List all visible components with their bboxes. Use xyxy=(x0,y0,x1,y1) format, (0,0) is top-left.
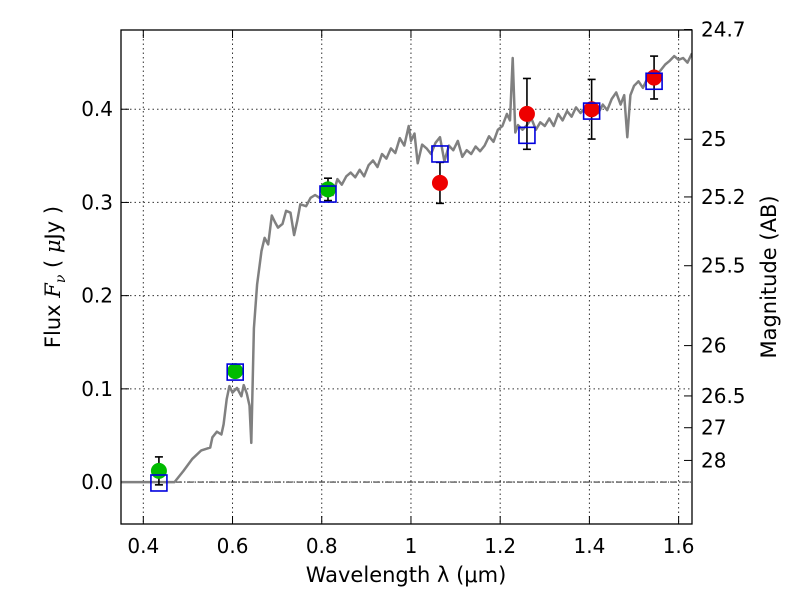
plot-area xyxy=(121,52,692,492)
model-flux-box xyxy=(582,102,601,120)
x-tick-label: 1.4 xyxy=(573,534,605,558)
nir-flux-point xyxy=(646,69,663,86)
model-flux-box xyxy=(645,72,663,91)
y-tick-label: 0.4 xyxy=(81,97,113,121)
optical-flux-point xyxy=(150,462,167,479)
nir-flux-point xyxy=(583,101,600,118)
y-tick-label: 0.2 xyxy=(81,284,113,308)
right-axis-label: Magnitude (AB) xyxy=(757,195,781,358)
x-tick-label: 0.6 xyxy=(217,534,249,558)
magnitude-tick-label: 26.5 xyxy=(701,384,746,408)
x-axis-label: Wavelength λ (μm) xyxy=(306,563,507,587)
x-tick-label: 0.4 xyxy=(127,534,159,558)
axis-ticks: 0.4 0.6 0.8 1 1.2 1.4 1.6 0.0 0.1 0.2 0.3 0.4 24.7 25… xyxy=(81,18,745,558)
y-tick-label: 0.1 xyxy=(81,377,113,401)
x-tick-label: 1.2 xyxy=(484,534,516,558)
model-flux-box xyxy=(431,145,449,163)
optical-flux-point xyxy=(319,181,336,198)
model-spectrum-line xyxy=(121,52,692,484)
nir-flux-point xyxy=(518,105,535,122)
nir-flux-point xyxy=(431,174,448,191)
magnitude-tick-label: 27 xyxy=(701,416,726,440)
magnitude-tick-label: 26 xyxy=(701,334,726,358)
model-flux-box xyxy=(226,363,244,381)
magnitude-tick-label: 25 xyxy=(701,127,726,151)
magnitude-tick-label: 24.7 xyxy=(701,18,746,42)
y-tick-label: 0.0 xyxy=(81,470,113,494)
model-flux-box xyxy=(150,474,168,492)
magnitude-tick-label: 25.2 xyxy=(701,185,746,209)
y-axis-label: Flux Fν ( μJy ) xyxy=(41,206,69,348)
magnitude-tick-label: 25.5 xyxy=(701,254,746,278)
x-tick-label: 1 xyxy=(405,534,418,558)
x-tick-label: 0.8 xyxy=(306,534,338,558)
optical-flux-point xyxy=(227,363,244,380)
model-flux-box xyxy=(518,126,536,145)
magnitude-tick-label: 28 xyxy=(701,448,726,472)
plot-frame xyxy=(120,29,693,525)
x-tick-label: 1.6 xyxy=(663,534,695,558)
model-flux-box xyxy=(319,185,337,203)
y-tick-label: 0.3 xyxy=(81,190,113,214)
